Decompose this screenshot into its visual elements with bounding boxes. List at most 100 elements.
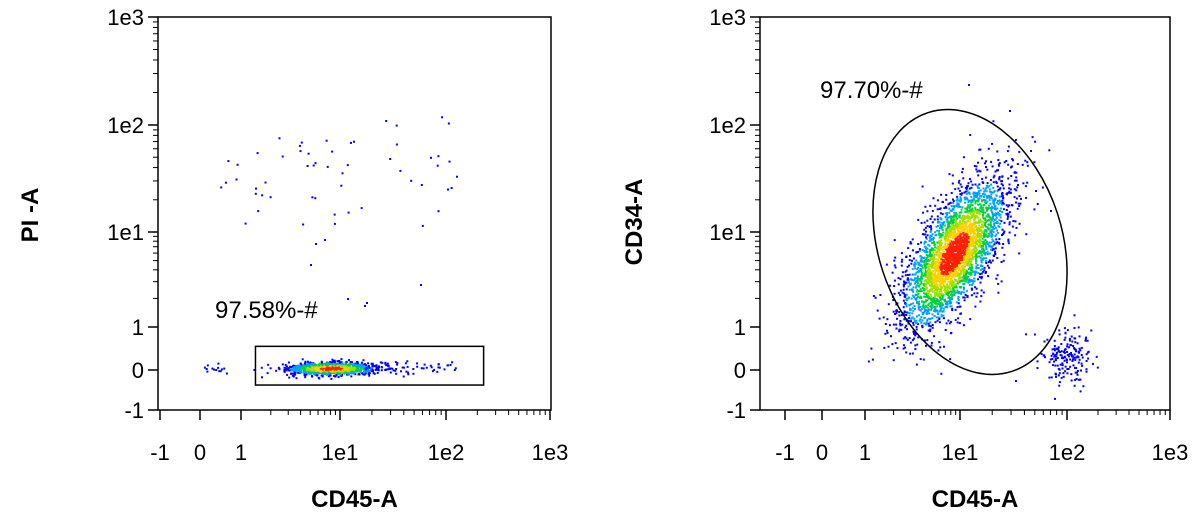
event-dot: [386, 362, 389, 365]
event-dot: [302, 371, 305, 374]
event-dot: [316, 367, 319, 370]
event-dot: [936, 225, 939, 227]
y-axis-title: PI -A: [17, 188, 44, 243]
event-dot: [924, 308, 927, 311]
event-dot: [893, 239, 896, 242]
event-dot: [970, 243, 972, 246]
event-dot: [1080, 346, 1083, 349]
event-dot: [962, 264, 965, 267]
event-dot: [977, 229, 980, 232]
event-dot: [376, 368, 378, 371]
event-dot: [1008, 231, 1011, 234]
event-dot: [915, 322, 918, 325]
event-dot: [949, 288, 952, 291]
event-dot: [1073, 347, 1076, 350]
event-dot: [995, 208, 998, 211]
event-dot: [1053, 345, 1056, 348]
event-dot: [926, 276, 929, 279]
gate-ellipse: [872, 108, 1068, 376]
event-dot: [933, 242, 935, 245]
event-dot: [952, 202, 955, 205]
event-dot: [941, 298, 944, 301]
event-dot: [310, 365, 313, 368]
event-dot: [944, 261, 947, 264]
event-dot: [1053, 355, 1056, 358]
event-dot: [982, 247, 985, 250]
event-dot: [980, 261, 983, 264]
event-dot: [970, 180, 973, 183]
event-dot: [933, 308, 936, 311]
event-dot: [992, 181, 995, 184]
event-dot: [333, 366, 336, 369]
event-dot: [958, 248, 961, 251]
event-dot: [285, 367, 288, 370]
event-dot: [1080, 369, 1082, 372]
event-dot: [963, 268, 966, 271]
event-dot: [950, 297, 953, 299]
event-dot: [1026, 181, 1029, 184]
event-dot: [288, 369, 291, 372]
event-dot: [990, 261, 993, 264]
event-dot: [972, 191, 975, 194]
event-dot: [963, 251, 966, 254]
event-dot: [938, 236, 941, 239]
event-dot: [974, 208, 977, 211]
event-dot: [959, 262, 961, 265]
event-dot: [913, 263, 915, 266]
event-dot: [955, 204, 958, 207]
event-dot: [344, 362, 347, 365]
event-dot: [256, 152, 259, 155]
event-dot: [912, 249, 914, 252]
event-dot: [981, 225, 984, 227]
event-dot: [958, 269, 961, 272]
event-dot: [998, 219, 1001, 222]
event-dot: [332, 369, 335, 372]
event-dot: [318, 369, 321, 372]
event-dot: [366, 368, 369, 371]
event-dot: [913, 261, 916, 264]
event-dot: [362, 365, 365, 368]
event-dot: [951, 231, 954, 234]
event-dot: [975, 243, 978, 245]
event-dot: [967, 258, 970, 261]
event-dot: [990, 205, 993, 208]
event-dot: [962, 268, 965, 271]
event-dot: [952, 221, 955, 224]
event-dot: [420, 184, 423, 186]
event-dot: [917, 307, 920, 310]
event-dot: [339, 368, 342, 371]
event-dot: [958, 277, 960, 280]
event-dot: [980, 254, 983, 257]
event-dot: [968, 191, 971, 194]
event-dot: [988, 223, 991, 226]
event-dot: [985, 271, 987, 273]
event-dot: [918, 314, 921, 317]
event-dot: [1016, 163, 1019, 165]
event-dot: [1062, 357, 1065, 360]
event-dot: [969, 238, 972, 241]
event-dot: [955, 262, 958, 264]
event-dot: [1007, 145, 1010, 148]
event-dot: [973, 229, 976, 232]
event-dot: [948, 291, 951, 294]
event-dot: [939, 227, 941, 230]
event-dot: [993, 225, 996, 227]
event-dot: [899, 320, 902, 322]
event-dot: [1051, 348, 1054, 351]
event-dot: [983, 193, 986, 196]
event-dot: [969, 212, 972, 215]
event-dot: [966, 262, 969, 265]
event-dot: [368, 374, 371, 377]
event-dot: [356, 361, 358, 363]
event-dot: [970, 225, 973, 228]
event-dot: [1081, 364, 1084, 367]
event-dot: [925, 286, 928, 289]
event-dot: [1072, 345, 1075, 347]
event-dot: [994, 205, 997, 208]
event-dot: [1076, 373, 1079, 376]
event-dot: [940, 372, 943, 375]
event-dot: [918, 278, 921, 281]
event-dot: [993, 222, 996, 225]
event-dot: [989, 217, 992, 220]
event-dot: [957, 292, 960, 295]
